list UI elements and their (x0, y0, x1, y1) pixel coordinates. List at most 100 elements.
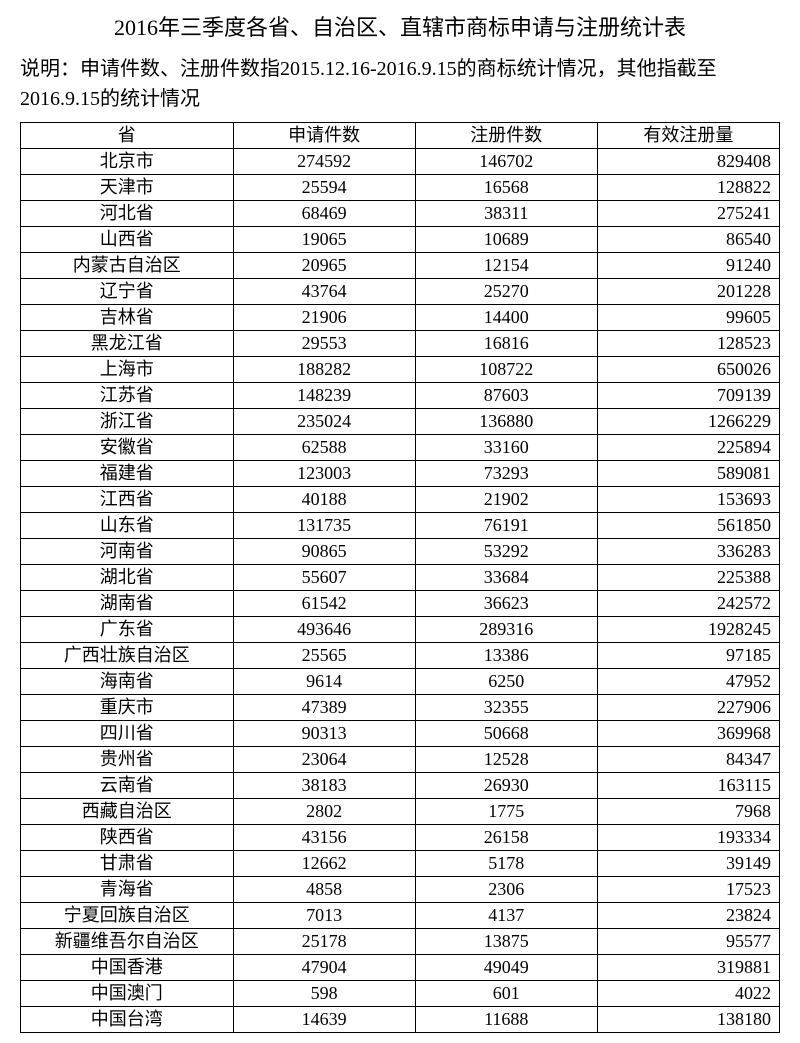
description-text: 说明：申请件数、注册件数指2015.12.16-2016.9.15的商标统计情况… (20, 54, 780, 114)
cell-registrations: 5178 (415, 851, 597, 877)
cell-province: 青海省 (21, 877, 234, 903)
cell-registrations: 16816 (415, 331, 597, 357)
table-row: 北京市274592146702829408 (21, 149, 780, 175)
cell-province: 湖南省 (21, 591, 234, 617)
cell-applications: 43156 (233, 825, 415, 851)
cell-registrations: 53292 (415, 539, 597, 565)
cell-province: 新疆维吾尔自治区 (21, 929, 234, 955)
cell-province: 浙江省 (21, 409, 234, 435)
cell-province: 中国澳门 (21, 981, 234, 1007)
cell-applications: 23064 (233, 747, 415, 773)
table-row: 贵州省230641252884347 (21, 747, 780, 773)
cell-valid: 650026 (597, 357, 779, 383)
cell-valid: 7968 (597, 799, 779, 825)
cell-applications: 148239 (233, 383, 415, 409)
table-row: 内蒙古自治区209651215491240 (21, 253, 780, 279)
cell-valid: 201228 (597, 279, 779, 305)
cell-applications: 25565 (233, 643, 415, 669)
cell-applications: 20965 (233, 253, 415, 279)
table-row: 广东省4936462893161928245 (21, 617, 780, 643)
cell-applications: 38183 (233, 773, 415, 799)
cell-valid: 589081 (597, 461, 779, 487)
table-row: 云南省3818326930163115 (21, 773, 780, 799)
table-row: 宁夏回族自治区7013413723824 (21, 903, 780, 929)
cell-valid: 47952 (597, 669, 779, 695)
cell-valid: 193334 (597, 825, 779, 851)
cell-registrations: 11688 (415, 1007, 597, 1033)
table-row: 上海市188282108722650026 (21, 357, 780, 383)
cell-applications: 90865 (233, 539, 415, 565)
cell-registrations: 12528 (415, 747, 597, 773)
cell-province: 四川省 (21, 721, 234, 747)
cell-province: 黑龙江省 (21, 331, 234, 357)
cell-applications: 47904 (233, 955, 415, 981)
cell-applications: 123003 (233, 461, 415, 487)
cell-valid: 97185 (597, 643, 779, 669)
cell-valid: 128822 (597, 175, 779, 201)
cell-registrations: 38311 (415, 201, 597, 227)
cell-valid: 319881 (597, 955, 779, 981)
cell-valid: 39149 (597, 851, 779, 877)
cell-applications: 29553 (233, 331, 415, 357)
cell-applications: 2802 (233, 799, 415, 825)
cell-applications: 68469 (233, 201, 415, 227)
cell-valid: 17523 (597, 877, 779, 903)
cell-registrations: 6250 (415, 669, 597, 695)
column-header-applications: 申请件数 (233, 123, 415, 149)
cell-province: 广西壮族自治区 (21, 643, 234, 669)
cell-registrations: 76191 (415, 513, 597, 539)
cell-province: 西藏自治区 (21, 799, 234, 825)
cell-valid: 99605 (597, 305, 779, 331)
cell-applications: 19065 (233, 227, 415, 253)
cell-valid: 4022 (597, 981, 779, 1007)
table-row: 黑龙江省2955316816128523 (21, 331, 780, 357)
statistics-table: 省 申请件数 注册件数 有效注册量 北京市274592146702829408天… (20, 122, 780, 1033)
table-row: 安徽省6258833160225894 (21, 435, 780, 461)
cell-registrations: 136880 (415, 409, 597, 435)
cell-applications: 4858 (233, 877, 415, 903)
table-row: 中国台湾1463911688138180 (21, 1007, 780, 1033)
cell-province: 天津市 (21, 175, 234, 201)
cell-registrations: 289316 (415, 617, 597, 643)
cell-province: 福建省 (21, 461, 234, 487)
cell-province: 山东省 (21, 513, 234, 539)
table-row: 海南省9614625047952 (21, 669, 780, 695)
cell-applications: 62588 (233, 435, 415, 461)
cell-valid: 225388 (597, 565, 779, 591)
table-row: 河南省9086553292336283 (21, 539, 780, 565)
cell-valid: 242572 (597, 591, 779, 617)
table-row: 吉林省219061440099605 (21, 305, 780, 331)
cell-province: 云南省 (21, 773, 234, 799)
cell-province: 陕西省 (21, 825, 234, 851)
cell-valid: 86540 (597, 227, 779, 253)
cell-province: 甘肃省 (21, 851, 234, 877)
cell-province: 重庆市 (21, 695, 234, 721)
table-row: 浙江省2350241368801266229 (21, 409, 780, 435)
cell-registrations: 4137 (415, 903, 597, 929)
table-row: 河北省6846938311275241 (21, 201, 780, 227)
cell-province: 内蒙古自治区 (21, 253, 234, 279)
cell-valid: 23824 (597, 903, 779, 929)
table-row: 江西省4018821902153693 (21, 487, 780, 513)
cell-province: 江苏省 (21, 383, 234, 409)
table-row: 辽宁省4376425270201228 (21, 279, 780, 305)
cell-province: 中国台湾 (21, 1007, 234, 1033)
table-row: 青海省4858230617523 (21, 877, 780, 903)
cell-valid: 225894 (597, 435, 779, 461)
cell-valid: 275241 (597, 201, 779, 227)
cell-registrations: 50668 (415, 721, 597, 747)
cell-applications: 12662 (233, 851, 415, 877)
cell-applications: 47389 (233, 695, 415, 721)
cell-province: 吉林省 (21, 305, 234, 331)
cell-province: 贵州省 (21, 747, 234, 773)
table-row: 山西省190651068986540 (21, 227, 780, 253)
cell-registrations: 33160 (415, 435, 597, 461)
cell-applications: 14639 (233, 1007, 415, 1033)
cell-applications: 25594 (233, 175, 415, 201)
cell-registrations: 32355 (415, 695, 597, 721)
table-row: 西藏自治区280217757968 (21, 799, 780, 825)
cell-registrations: 33684 (415, 565, 597, 591)
table-row: 江苏省14823987603709139 (21, 383, 780, 409)
cell-applications: 235024 (233, 409, 415, 435)
cell-applications: 131735 (233, 513, 415, 539)
